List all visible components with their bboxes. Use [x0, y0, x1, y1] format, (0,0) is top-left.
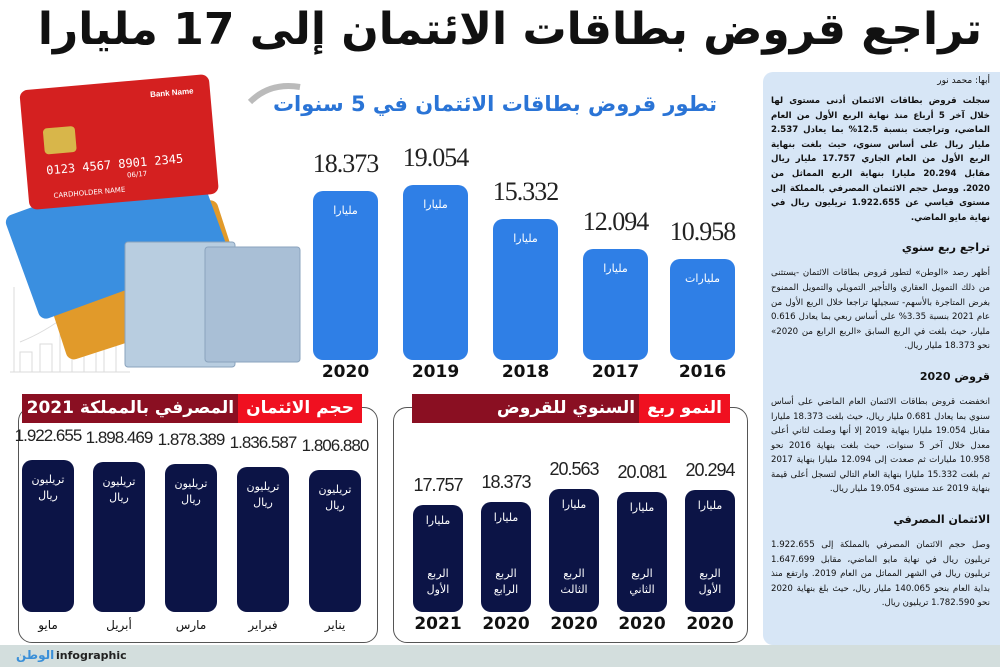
- bar-unit-label: مليارات: [685, 272, 720, 286]
- quarter-label: الربع الثاني: [629, 566, 655, 596]
- chart-bar: مليارا الربع الثاني: [617, 491, 667, 612]
- section-text: أظهر رصد «الوطن» لتطور قروض بطاقات الائت…: [771, 268, 990, 352]
- bar-value: 18.373: [481, 471, 531, 492]
- article-sidebar: أبها: محمد نور سجلت قروض بطاقات الائتمان…: [763, 72, 1000, 645]
- chart-bar: مليارا الربع الثالث: [549, 488, 599, 612]
- chart-bar: مليارا: [403, 184, 468, 360]
- footer-label: infographic: [56, 649, 127, 662]
- bar-unit-label: مليارا: [333, 203, 358, 217]
- bar-value: 12.094: [582, 206, 650, 236]
- month-label: مارس: [175, 618, 207, 632]
- header-rest: السنوي للقروض: [412, 394, 640, 423]
- year-label: 2020: [686, 614, 734, 634]
- chart-bar: مليارا الربع الأول: [413, 505, 463, 612]
- bar-unit-label: مليارا: [425, 514, 451, 528]
- bar-unit-label: تريليون ريال: [174, 476, 208, 506]
- year-label: 2019: [411, 362, 460, 382]
- chart-bar: تريليون ريال: [165, 463, 217, 612]
- section-heading: تراجع ربع سنوي: [901, 241, 990, 255]
- header-highlight: حجم الائتمان: [238, 394, 362, 423]
- header-rest: المصرفي بالمملكة 2021: [22, 394, 239, 423]
- bar-value: 1.898.469: [85, 428, 154, 448]
- bank-credit-header: حجم الائتمان المصرفي بالمملكة 2021: [22, 394, 362, 423]
- bar-unit-label: مليارا: [423, 197, 448, 211]
- bar-value: 1.806.880: [301, 435, 370, 455]
- bar-value: 20.563: [549, 458, 599, 479]
- quarter-label: الربع الثالث: [560, 566, 588, 596]
- section-heading: قروض 2020: [919, 369, 990, 383]
- bar-value: 20.294: [685, 460, 735, 481]
- bar-value: 18.373: [312, 148, 380, 178]
- year-label: 2020: [618, 614, 666, 634]
- year-label: 2016: [678, 362, 727, 382]
- bar-unit-label: تريليون ريال: [31, 472, 65, 502]
- chart-bar: مليارا: [313, 190, 378, 360]
- lead-paragraph: سجلت قروض بطاقات الائتمان أدنى مستوى لها…: [771, 96, 990, 223]
- year-label: 2020: [321, 362, 370, 382]
- bar-unit-label: تريليون ريال: [246, 480, 280, 510]
- section-text: وصل حجم الائتمان المصرفي بالمملكة إلى 1.…: [771, 540, 990, 609]
- month-label: يناير: [324, 618, 346, 632]
- bar-unit-label: تريليون ريال: [318, 482, 352, 512]
- credit-cards-money-illustration: Bank Name 0123 4567 8901 2345 06/17 CARD…: [5, 74, 301, 373]
- quarter-label: الربع الأول: [426, 566, 450, 596]
- chart-bar: مليارات: [670, 259, 735, 360]
- month-label: فبراير: [248, 618, 278, 632]
- header-highlight: النمو ربع: [639, 394, 730, 423]
- bank-name-text: Bank Name: [150, 86, 195, 99]
- section-text: انخفضت قروض بطاقات الائتمان العام الماضي…: [771, 396, 991, 495]
- chart-bar: مليارا الربع الرابع: [481, 501, 531, 612]
- bar-unit-label: مليارا: [629, 500, 655, 514]
- year-label: 2020: [482, 614, 530, 634]
- card-expiry-text: 06/17: [127, 170, 148, 180]
- bar-value: 20.081: [617, 461, 667, 482]
- bar-value: 17.757: [413, 475, 463, 496]
- bar-value: 10.958: [669, 217, 737, 247]
- bar-unit-label: تريليون ريال: [102, 475, 136, 505]
- chart-bar: مليارا الربع الأول: [685, 490, 735, 612]
- page-title: تراجع قروض بطاقات الائتمان إلى 17 مليارا: [37, 4, 983, 55]
- bar-unit-label: مليارا: [561, 497, 587, 511]
- quarter-label: الربع الرابع: [493, 566, 519, 596]
- month-label: أبريل: [106, 618, 132, 632]
- footer-bar: [0, 645, 1000, 667]
- bar-value: 15.332: [492, 176, 560, 206]
- year-label: 2017: [591, 362, 640, 382]
- year-label: 2020: [550, 614, 598, 634]
- bar-value: 19.054: [402, 142, 470, 172]
- chart-bar: تريليون ريال: [237, 467, 289, 612]
- chart-bar: مليارا: [583, 248, 648, 360]
- year-label: 2018: [501, 362, 550, 382]
- bar-unit-label: مليارا: [513, 231, 538, 245]
- bar-value: 1.878.389: [157, 429, 226, 449]
- top-chart-title: تطور قروض بطاقات الائتمان في 5 سنوات: [272, 92, 717, 116]
- arrow-icon: [247, 83, 301, 105]
- month-label: مايو: [38, 618, 58, 632]
- chart-bar: تريليون ريال: [22, 459, 74, 612]
- alwatan-logo: الوطن: [16, 648, 55, 662]
- chart-bar: تريليون ريال: [93, 462, 145, 612]
- chart-bar: تريليون ريال: [309, 469, 361, 612]
- year-label: 2021: [414, 614, 462, 634]
- bar-unit-label: مليارا: [603, 261, 628, 275]
- bar-unit-label: مليارا: [697, 499, 723, 513]
- bar-value: 1.836.587: [229, 433, 298, 453]
- quarterly-header: النمو ربع السنوي للقروض: [412, 394, 730, 423]
- bar-value: 1.922.655: [14, 425, 83, 445]
- bar-unit-label: مليارا: [493, 510, 519, 524]
- section-heading: الائتمان المصرفي: [893, 513, 990, 527]
- byline: أبها: محمد نور: [937, 76, 990, 86]
- chart-bar: مليارا: [493, 218, 558, 360]
- quarter-label: الربع الأول: [698, 566, 722, 596]
